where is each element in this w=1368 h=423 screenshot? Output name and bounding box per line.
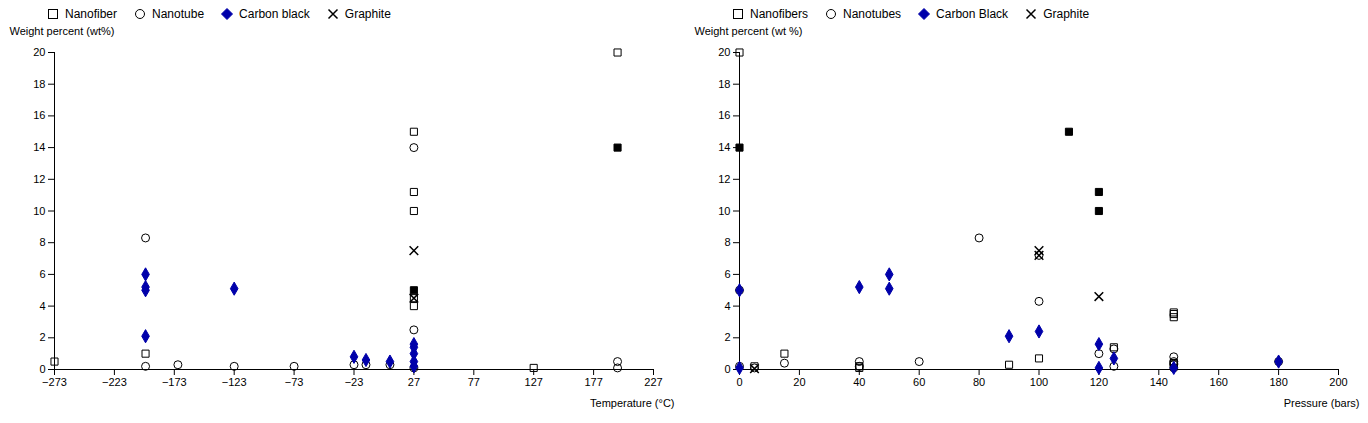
svg-text:140: 140 — [1150, 376, 1168, 388]
svg-text:27: 27 — [408, 376, 420, 388]
svg-text:−223: −223 — [102, 376, 127, 388]
svg-text:20: 20 — [33, 46, 45, 58]
html-text:Graphite: Graphite — [344, 7, 391, 21]
svg-text:120: 120 — [1090, 376, 1108, 388]
svg-text:16: 16 — [718, 109, 730, 121]
svg-text:Pressure (bars): Pressure (bars) — [1284, 397, 1360, 409]
svg-text:8: 8 — [39, 236, 45, 248]
svg-text:4: 4 — [39, 300, 45, 312]
svg-text:127: 127 — [525, 376, 543, 388]
svg-text:14: 14 — [718, 141, 730, 153]
svg-text:180: 180 — [1269, 376, 1287, 388]
svg-text:12: 12 — [33, 173, 45, 185]
svg-text:0: 0 — [39, 363, 45, 375]
svg-text:18: 18 — [718, 78, 730, 90]
svg-text:10: 10 — [718, 205, 730, 217]
svg-text:Weight percent (wt%): Weight percent (wt%) — [10, 25, 115, 37]
svg-text:8: 8 — [724, 236, 730, 248]
html-text:Carbon black: Carbon black — [239, 7, 310, 21]
svg-text:−73: −73 — [285, 376, 304, 388]
svg-text:4: 4 — [724, 300, 730, 312]
html-text:Graphite: Graphite — [1043, 7, 1090, 21]
svg-text:6: 6 — [724, 268, 730, 280]
svg-text:Temperature (°C): Temperature (°C) — [590, 397, 674, 409]
svg-text:10: 10 — [33, 205, 45, 217]
html-text:Carbon Black: Carbon Black — [936, 7, 1009, 21]
svg-text:6: 6 — [39, 268, 45, 280]
svg-text:227: 227 — [644, 376, 662, 388]
svg-text:2: 2 — [39, 331, 45, 343]
svg-text:100: 100 — [1030, 376, 1048, 388]
svg-text:0: 0 — [724, 363, 730, 375]
svg-text:Weight percent (wt %): Weight percent (wt %) — [695, 25, 803, 37]
html-text:Nanofiber: Nanofiber — [65, 7, 117, 21]
svg-text:−173: −173 — [162, 376, 187, 388]
svg-text:2: 2 — [724, 331, 730, 343]
svg-text:40: 40 — [853, 376, 865, 388]
svg-text:0: 0 — [736, 376, 742, 388]
svg-text:80: 80 — [973, 376, 985, 388]
svg-text:60: 60 — [913, 376, 925, 388]
svg-text:20: 20 — [793, 376, 805, 388]
svg-text:20: 20 — [718, 46, 730, 58]
svg-text:160: 160 — [1210, 376, 1228, 388]
html-text:Nanotube: Nanotube — [152, 7, 205, 21]
html-text:Nanotubes: Nanotubes — [843, 7, 902, 21]
svg-text:77: 77 — [468, 376, 480, 388]
svg-text:14: 14 — [33, 141, 45, 153]
svg-text:−123: −123 — [222, 376, 247, 388]
svg-text:177: 177 — [584, 376, 602, 388]
html-text:Nanofibers: Nanofibers — [750, 7, 808, 21]
svg-text:18: 18 — [33, 78, 45, 90]
svg-text:−273: −273 — [42, 376, 67, 388]
svg-text:12: 12 — [718, 173, 730, 185]
svg-text:16: 16 — [33, 109, 45, 121]
svg-text:200: 200 — [1329, 376, 1347, 388]
svg-text:−23: −23 — [345, 376, 364, 388]
